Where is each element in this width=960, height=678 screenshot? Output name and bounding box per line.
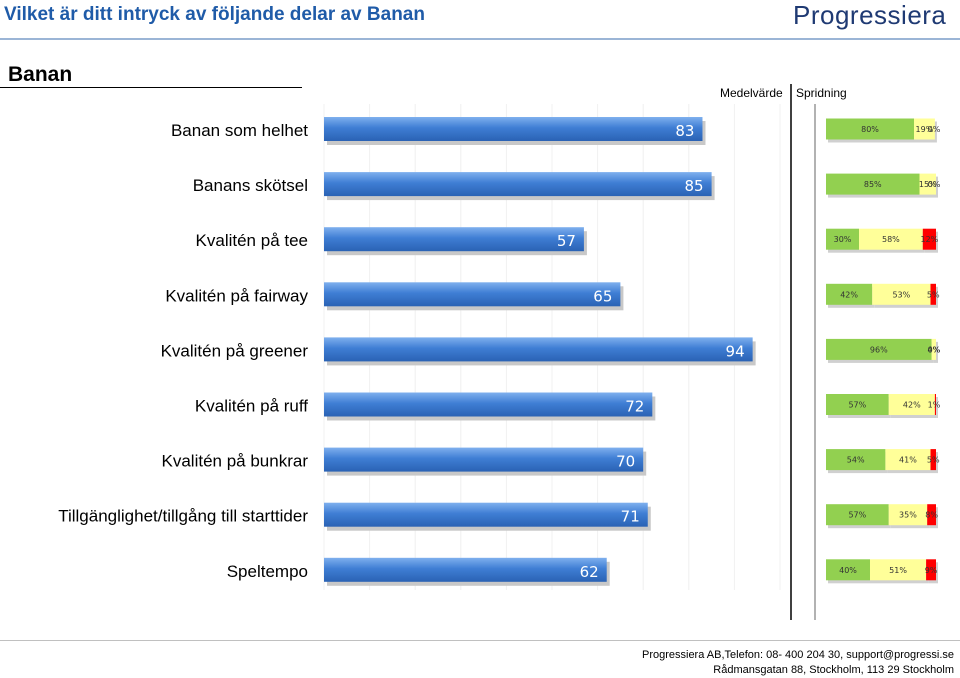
spread-segment bbox=[826, 283, 873, 305]
spread-value-label: 0% bbox=[928, 180, 941, 189]
spread-value-label: 15% bbox=[919, 180, 937, 189]
category-label: Kvalitén på ruff bbox=[195, 397, 308, 416]
spread-value-label: 5% bbox=[927, 456, 940, 465]
rating-chart: Banan som helhet 83 80% 19%0%Banans skötsel… bbox=[58, 84, 941, 620]
spread-segment bbox=[914, 118, 935, 140]
mean-bar bbox=[324, 117, 703, 141]
spread-segment bbox=[934, 394, 936, 415]
footer-contact: Progressiera AB,Telefon: 08- 400 204 30,… bbox=[641, 649, 954, 661]
section-title: Banan bbox=[8, 63, 73, 86]
page-title: Vilket är ditt intryck av följande delar… bbox=[4, 4, 425, 25]
spread-segment bbox=[919, 173, 936, 195]
spread-value-label: 40% bbox=[839, 566, 857, 575]
slide-header: Vilket är ditt intryck av följande delar… bbox=[0, 0, 960, 36]
spread-column-header: Spridning bbox=[796, 86, 847, 100]
mean-value-label: 72 bbox=[625, 398, 644, 416]
spread-value-label: 0% bbox=[928, 125, 941, 134]
spread-value-label: 42% bbox=[840, 290, 858, 299]
spread-value-label: 19% bbox=[916, 125, 934, 134]
spread-value-label: 57% bbox=[848, 511, 866, 520]
spread-value-label: 0% bbox=[928, 345, 941, 354]
mean-bar bbox=[324, 557, 607, 582]
category-label: Kvalitén på greener bbox=[161, 341, 309, 360]
mean-bar bbox=[324, 172, 712, 197]
mean-bar bbox=[324, 337, 753, 362]
spread-segment bbox=[859, 228, 923, 250]
company-logo: Progressiera bbox=[793, 0, 946, 31]
section-underline bbox=[0, 87, 302, 88]
spread-segment bbox=[931, 338, 936, 360]
spread-segment bbox=[930, 449, 936, 471]
spread-segment bbox=[826, 338, 932, 360]
mean-bar bbox=[324, 447, 644, 472]
spread-value-label: 1% bbox=[928, 401, 941, 410]
spread-segment bbox=[885, 449, 931, 471]
spread-segment bbox=[826, 228, 859, 250]
spread-value-label: 9% bbox=[925, 566, 938, 575]
spread-value-label: 30% bbox=[834, 235, 852, 244]
spread-value-label: 57% bbox=[848, 401, 866, 410]
mean-column-header: Medelvärde bbox=[720, 86, 783, 100]
mean-value-label: 83 bbox=[675, 122, 694, 140]
footer-address: Rådmansgatan 88, Stockholm, 113 29 Stock… bbox=[713, 664, 954, 676]
spread-value-label: 54% bbox=[847, 456, 865, 465]
spread-segment bbox=[930, 283, 936, 305]
logo-text: Progressiera bbox=[793, 0, 947, 30]
mean-value-label: 71 bbox=[621, 508, 640, 526]
category-label: Tillgänglighet/tillgång till starttider bbox=[58, 507, 308, 526]
category-label: Kvalitén på fairway bbox=[165, 286, 308, 305]
spread-value-label: 42% bbox=[903, 401, 921, 410]
mean-value-label: 62 bbox=[580, 563, 599, 581]
spread-value-label: 12% bbox=[921, 235, 939, 244]
spread-value-label: 41% bbox=[899, 456, 917, 465]
mean-bar bbox=[324, 502, 648, 527]
spread-value-label: 85% bbox=[864, 180, 882, 189]
spread-segment bbox=[888, 394, 935, 415]
spread-segment bbox=[926, 559, 936, 581]
category-label: Kvalitén på tee bbox=[196, 231, 308, 250]
mean-value-label: 57 bbox=[557, 232, 576, 250]
spread-segment bbox=[927, 504, 936, 526]
spread-segment bbox=[826, 173, 920, 195]
spread-value-label: 8% bbox=[925, 511, 938, 520]
spread-segment bbox=[872, 283, 931, 305]
mean-value-label: 70 bbox=[616, 453, 635, 471]
spread-value-label: 80% bbox=[861, 125, 879, 134]
spread-segment bbox=[870, 559, 927, 581]
footer-divider bbox=[0, 640, 960, 641]
spread-value-label: 58% bbox=[882, 235, 900, 244]
spread-segment bbox=[888, 504, 928, 526]
spread-segment bbox=[826, 559, 870, 581]
spread-value-label: 96% bbox=[870, 345, 888, 354]
spread-segment bbox=[826, 394, 889, 415]
category-label: Banan som helhet bbox=[171, 121, 308, 140]
header-divider bbox=[0, 38, 960, 40]
spread-value-label: 53% bbox=[892, 290, 910, 299]
category-label: Banans skötsel bbox=[193, 176, 308, 195]
spread-value-label: 35% bbox=[899, 511, 917, 520]
spread-segment-shadow bbox=[936, 397, 938, 418]
spread-segment bbox=[826, 118, 914, 140]
mean-bar bbox=[324, 392, 653, 417]
mean-value-label: 85 bbox=[685, 177, 704, 195]
footer: Progressiera AB,Telefon: 08- 400 204 30,… bbox=[642, 648, 954, 678]
category-label: Speltempo bbox=[227, 562, 308, 581]
spread-value-label: 5% bbox=[927, 290, 940, 299]
spread-value-label: 51% bbox=[889, 566, 907, 575]
spread-segment bbox=[922, 228, 936, 250]
mean-value-label: 94 bbox=[726, 342, 745, 360]
mean-bar bbox=[324, 282, 621, 307]
spread-value-label: 4% bbox=[927, 345, 940, 354]
spread-segment bbox=[826, 449, 886, 471]
mean-value-label: 65 bbox=[593, 287, 612, 305]
spread-segment bbox=[826, 504, 889, 526]
mean-bar bbox=[324, 227, 584, 252]
category-label: Kvalitén på bunkrar bbox=[162, 452, 309, 471]
